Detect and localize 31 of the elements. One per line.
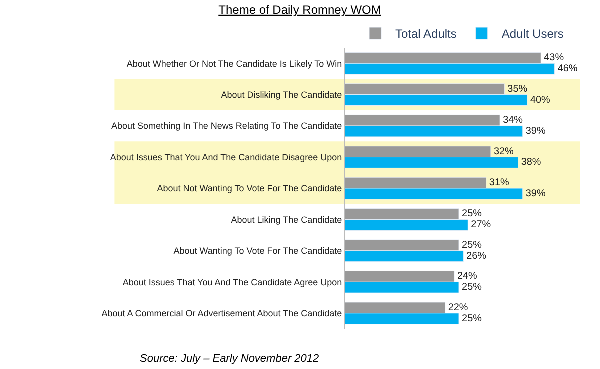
y-tick-label: About Disliking The Candidate	[221, 90, 342, 100]
data-label: 46%	[558, 64, 578, 75]
y-tick-label: About Issues That You And The Candidate Agree Upon	[122, 277, 342, 288]
y-tick-label: About Something In The News Relating To The Candidate	[112, 121, 342, 132]
legend-label: Adult Users	[502, 27, 564, 42]
data-label: 34%	[503, 115, 524, 126]
y-tick-label: About Whether Or Not The Candidate Is Likely To Win	[126, 58, 342, 69]
data-label: 32%	[494, 146, 514, 158]
legend-label: Total Adults	[396, 27, 457, 42]
data-label: 43%	[544, 52, 564, 64]
source-note: Source: July – Early November 2012	[140, 353, 320, 365]
data-label: 25%	[462, 208, 482, 220]
y-tick-label: About Wanting To Vote For The Candidate	[174, 246, 342, 256]
data-label: 39%	[526, 126, 546, 137]
chart-title: Theme of Daily Romney WOM	[218, 2, 382, 17]
data-label: 35%	[508, 84, 528, 95]
y-tick-label: About Issues That You And The Candidate Disagree Upon	[110, 152, 342, 162]
data-label: 39%	[526, 188, 546, 200]
data-label: 24%	[457, 271, 478, 282]
data-label: 22%	[448, 302, 468, 314]
data-label: 38%	[521, 157, 542, 168]
data-label: 40%	[530, 94, 550, 106]
data-label: 25%	[462, 240, 482, 251]
data-label: 25%	[462, 313, 482, 324]
data-label: 26%	[466, 250, 487, 262]
y-tick-label: About Liking The Candidate	[231, 214, 342, 225]
y-tick-label: About Not Wanting To Vote For The Candidate	[157, 184, 342, 194]
data-label: 31%	[489, 178, 510, 189]
y-tick-label: About A Commercial Or Advertisement About The Candidate	[102, 308, 342, 319]
data-label: 25%	[462, 282, 482, 294]
data-label: 27%	[471, 220, 492, 231]
